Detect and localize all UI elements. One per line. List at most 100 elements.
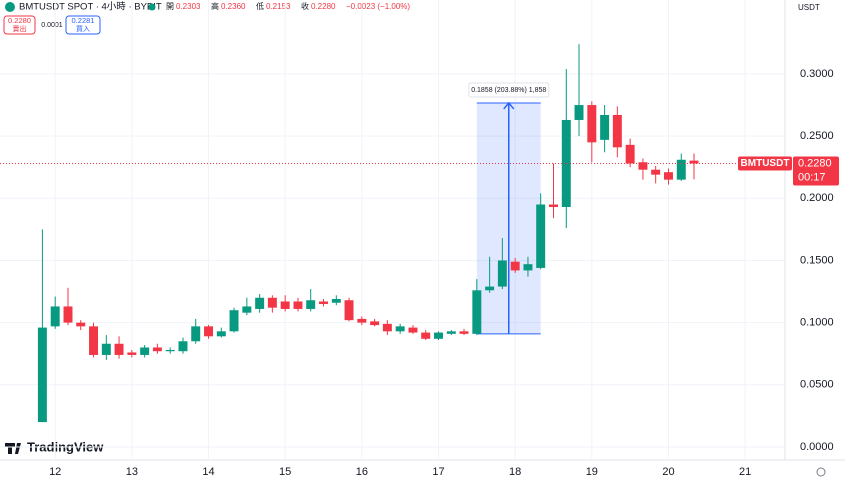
candle-body — [101, 343, 111, 355]
buy-label: 買入 — [76, 25, 90, 33]
buy-price: 0.2281 — [72, 16, 95, 25]
ohlc-value: 0.2280 — [311, 2, 336, 11]
measure-arrowhead — [503, 101, 515, 110]
x-tick-label: 15 — [279, 466, 291, 478]
candle-body — [242, 306, 252, 313]
x-tick-label: 16 — [356, 466, 368, 478]
candle-body — [408, 327, 418, 333]
last-price-name-box — [738, 156, 792, 171]
candle-body — [89, 326, 99, 355]
x-tick-label: 20 — [662, 466, 674, 478]
candle-body — [50, 306, 60, 327]
x-tick-label: 14 — [202, 466, 214, 478]
brand-logo — [5, 443, 21, 454]
ohlc-label: 高 — [211, 1, 219, 11]
candle-body — [574, 105, 584, 120]
candle-body — [114, 343, 124, 355]
candle-body — [676, 159, 686, 180]
ohlc: 開 0.2303 高 0.2360 低 0.2153 收 0.2280 −0.0023 (−1.… — [166, 1, 410, 11]
ohlc-label: 開 — [166, 2, 174, 11]
x-tick-label: 19 — [586, 466, 598, 478]
y-tick-label: 0.2000 — [800, 192, 834, 204]
candle-body — [561, 119, 571, 207]
measure-label: 0.1858 (203.88%) 1,858 — [471, 87, 546, 94]
ohlc-label: 收 — [301, 1, 309, 11]
candle-body — [280, 301, 290, 309]
candle-body — [434, 332, 443, 339]
sell-button[interactable] — [3, 15, 36, 35]
x-tick-label: 18 — [509, 466, 521, 478]
ohlc-value: 0.2303 — [176, 2, 201, 11]
candle-body — [165, 349, 175, 352]
candle-body — [204, 326, 213, 337]
ohlc-change: −0.0023 (−1.00%) — [346, 2, 410, 11]
symbol-icon — [5, 2, 15, 12]
candle-body — [625, 144, 635, 164]
settings-icon[interactable] — [816, 467, 826, 477]
status-dot — [148, 3, 156, 11]
candle-body — [357, 318, 367, 323]
candle-body — [306, 300, 316, 309]
x-tick-label: 12 — [49, 466, 61, 478]
candle-body — [178, 341, 188, 352]
sell-price: 0.2280 — [8, 16, 31, 25]
candle-body — [472, 290, 482, 334]
candle-body — [510, 261, 520, 271]
candle-body — [587, 105, 597, 143]
candle-body — [663, 172, 673, 180]
symbol: BMTUSDT SPOT · 4小時 · BYBIT — [19, 2, 162, 13]
candle-body — [63, 306, 73, 323]
candle-body — [382, 323, 392, 332]
candle-body — [140, 347, 150, 355]
countdown: 00:17 — [798, 171, 826, 183]
candle-body — [255, 297, 265, 309]
candle-body — [293, 301, 303, 309]
y-tick-label: 0.2500 — [800, 130, 834, 142]
candle-body — [612, 115, 622, 148]
candle-body — [216, 331, 226, 337]
last-price-label: 0.2280 — [798, 157, 832, 169]
x-tick-label: 21 — [739, 466, 751, 478]
candle-body — [485, 286, 495, 291]
y-tick-label: 0.0000 — [800, 441, 834, 453]
candle-body — [76, 322, 86, 327]
buy-button[interactable] — [65, 15, 101, 35]
candle-body — [319, 301, 328, 304]
candle-body — [395, 326, 405, 332]
ohlc-value: 0.2153 — [266, 2, 291, 11]
candle-body — [651, 169, 661, 175]
candle-body — [446, 331, 456, 334]
ohlc-value: 0.2360 — [221, 2, 246, 11]
candle-body — [638, 162, 648, 170]
y-tick-label: 0.1000 — [800, 317, 834, 329]
candle-body — [421, 332, 431, 339]
x-tick-label: 13 — [126, 466, 138, 478]
candle-body — [497, 260, 507, 287]
last-price-name: BMTUSDT — [741, 158, 790, 169]
ohlc-label: 低 — [256, 1, 264, 11]
y-tick-label: 0.0500 — [800, 379, 834, 391]
measure-label-box — [468, 82, 550, 98]
candle-body — [370, 321, 380, 326]
candle-body — [344, 300, 354, 321]
last-price-box — [793, 156, 839, 186]
candle-body — [267, 297, 277, 308]
candle-body — [689, 160, 699, 164]
candle-body — [600, 115, 610, 140]
candle-body — [331, 299, 341, 303]
x-tick-label: 17 — [432, 466, 444, 478]
candle-body — [152, 347, 162, 352]
y-tick-label: 0.3000 — [800, 68, 834, 80]
spread: 0.0001 — [41, 22, 63, 29]
candle-body — [549, 204, 558, 207]
candle-body — [536, 204, 546, 268]
currency: USDT — [798, 3, 820, 12]
candle-body — [37, 327, 47, 423]
candle-body — [127, 352, 137, 355]
candle-body — [459, 331, 469, 334]
sell-label: 賣出 — [13, 24, 27, 33]
y-tick-label: 0.1500 — [800, 254, 834, 266]
candle-body — [229, 310, 239, 332]
